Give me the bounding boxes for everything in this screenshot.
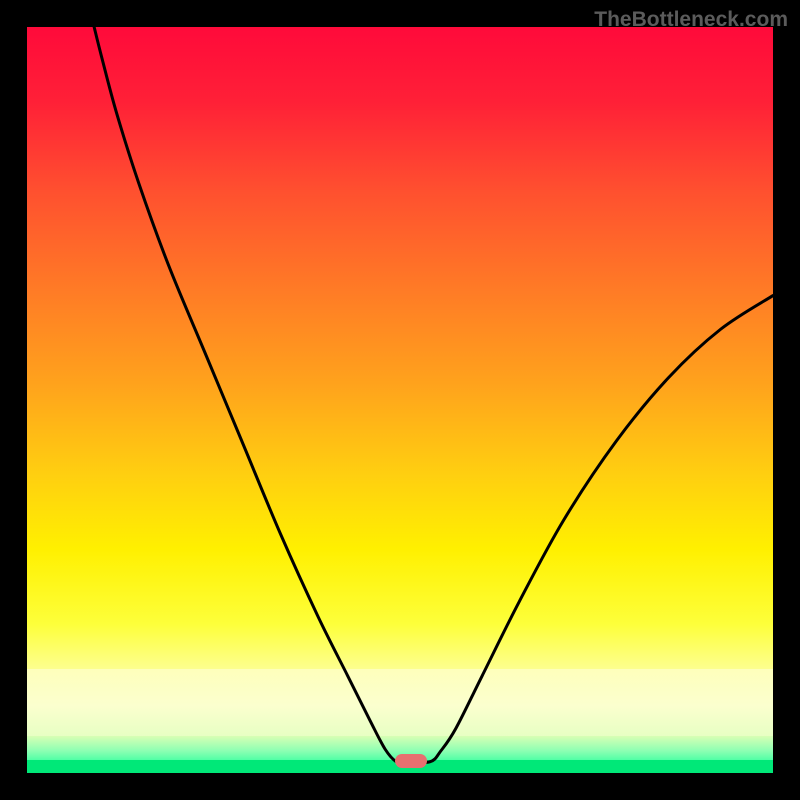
watermark-text: TheBottleneck.com [594,8,788,32]
curve-layer [27,27,773,773]
chart-canvas: TheBottleneck.com [0,0,800,800]
plot-area [27,27,773,773]
bottleneck-marker [395,754,427,768]
v-curve [94,27,773,763]
